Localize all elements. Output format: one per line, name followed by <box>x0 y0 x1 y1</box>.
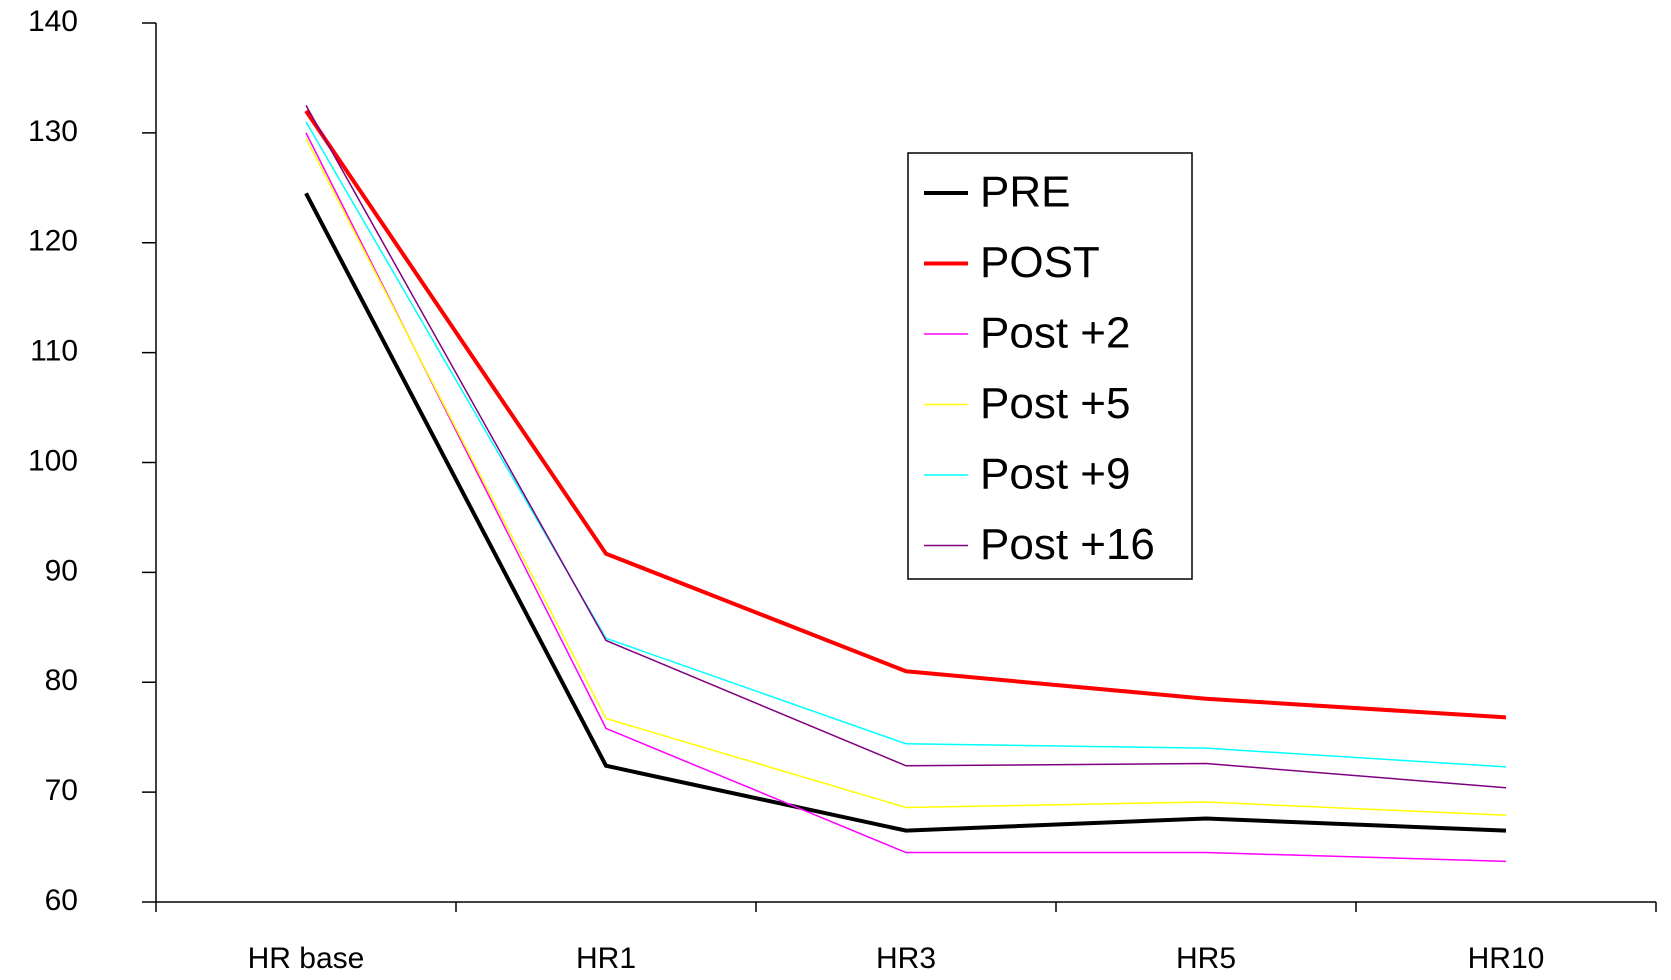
legend-label: Post +16 <box>980 520 1155 569</box>
y-tick-label: 70 <box>45 774 78 807</box>
y-tick-label: 100 <box>28 444 78 477</box>
legend: PRE POST Post +2 Post +5 Post +9 Post +16 <box>907 152 1193 580</box>
x-tick-label: HR5 <box>1176 942 1236 975</box>
series-line <box>304 192 1507 833</box>
legend-label: Post +9 <box>980 450 1130 499</box>
y-tick-label: 140 <box>28 5 78 38</box>
series-line <box>305 132 1507 863</box>
series-line <box>304 109 1507 720</box>
x-tick-label: HR10 <box>1468 942 1545 975</box>
legend-label: Post +5 <box>980 379 1130 428</box>
legend-label: PRE <box>980 168 1070 217</box>
x-tick-label: HR3 <box>876 942 936 975</box>
y-tick-label: 110 <box>30 335 78 368</box>
y-tick-label: 90 <box>45 554 78 587</box>
legend-label: POST <box>980 238 1100 287</box>
y-tick-label: 80 <box>45 664 78 697</box>
legend-label: Post +2 <box>980 309 1130 358</box>
series-line <box>305 138 1507 816</box>
y-tick-label: 60 <box>45 884 78 917</box>
x-tick-label: HR1 <box>576 942 636 975</box>
x-tick-label: HR base <box>248 942 365 975</box>
y-tick-label: 130 <box>28 115 78 148</box>
series-line <box>305 105 1507 789</box>
y-tick-label: 120 <box>28 225 78 258</box>
legend-box <box>907 152 1193 580</box>
series-line <box>305 121 1507 768</box>
